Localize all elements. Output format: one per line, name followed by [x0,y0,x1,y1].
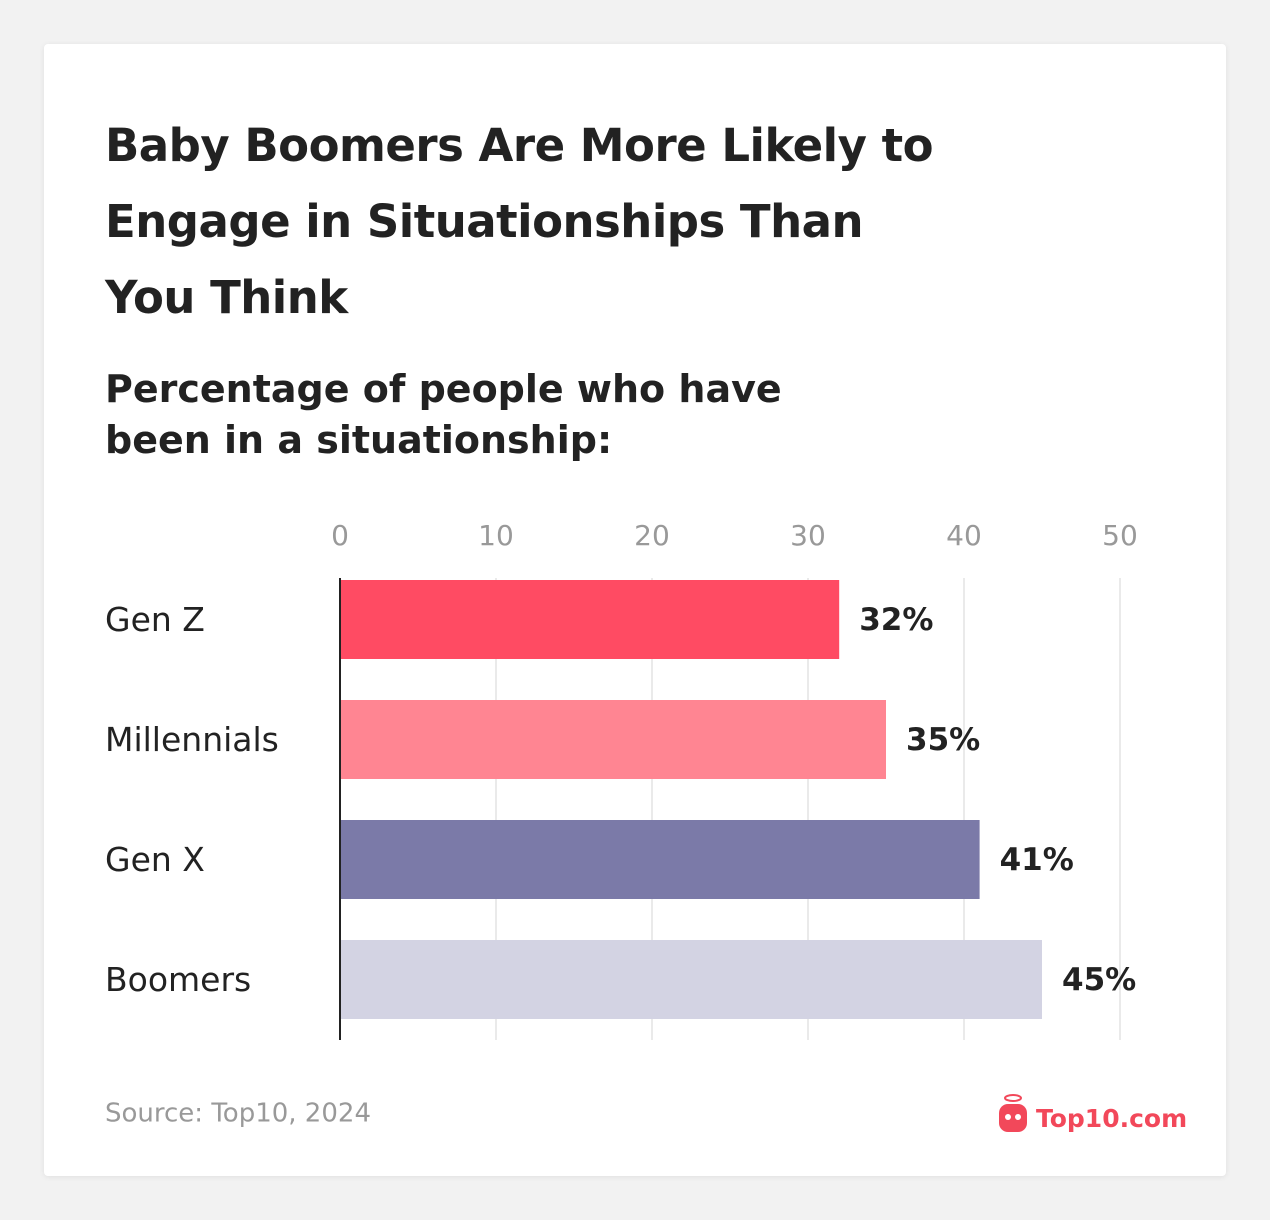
x-tick-label: 0 [331,519,349,552]
category-label: Gen Z [105,600,205,639]
x-tick-label: 30 [790,519,826,552]
value-label: 41% [1000,842,1074,878]
x-tick-label: 10 [478,519,514,552]
bar [340,700,886,779]
category-label: Millennials [105,720,279,759]
logo-text: Top10.com [1036,1104,1187,1133]
bar [340,940,1042,1019]
bar [340,580,840,659]
category-label: Gen X [105,840,205,879]
bar [340,820,980,899]
logo-icon [999,1094,1027,1132]
category-label: Boomers [105,960,251,999]
x-tick-label: 20 [634,519,670,552]
value-label: 45% [1062,962,1136,998]
chart-title: Baby Boomers Are More Likely to Engage i… [105,119,934,324]
chart-subtitle: Percentage of people who have been in a … [105,367,782,462]
x-tick-label: 50 [1102,519,1138,552]
value-label: 35% [906,722,980,758]
x-tick-label: 40 [946,519,982,552]
source: Source: Top10, 2024 [105,1099,371,1129]
value-label: 32% [859,602,933,638]
